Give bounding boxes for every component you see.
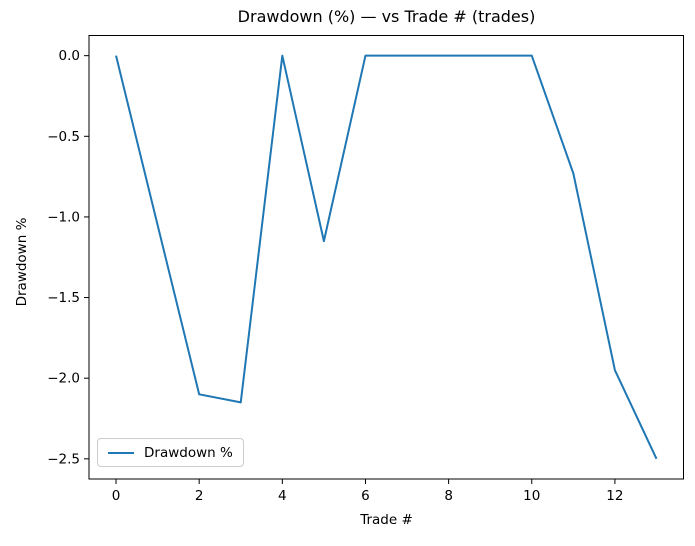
y-tick-label: −2.5: [47, 451, 80, 467]
chart-title: Drawdown (%) — vs Trade # (trades): [237, 7, 536, 26]
x-tick-label: 2: [195, 488, 204, 504]
y-tick-label: −1.5: [47, 290, 80, 306]
x-tick-label: 4: [278, 488, 287, 504]
x-tick-label: 8: [444, 488, 453, 504]
legend-series-label: Drawdown %: [144, 444, 233, 461]
y-tick-label: 0.0: [59, 48, 80, 64]
y-axis-label: Drawdown %: [14, 217, 30, 307]
axes-spines: [88, 35, 684, 480]
x-tick-label: 12: [606, 488, 623, 504]
legend-line-swatch: [108, 451, 134, 454]
drawdown-line-series: [115, 54, 658, 460]
x-tick-label: 10: [523, 488, 540, 504]
x-axis-label: Trade #: [360, 512, 413, 528]
y-tick-label: −0.5: [47, 129, 80, 145]
x-tick-label: 0: [112, 488, 121, 504]
legend: Drawdown %: [97, 438, 244, 467]
y-tick-label: −2.0: [47, 371, 80, 387]
x-tick-label: 6: [361, 488, 370, 504]
y-tick-label: −1.0: [47, 209, 80, 225]
